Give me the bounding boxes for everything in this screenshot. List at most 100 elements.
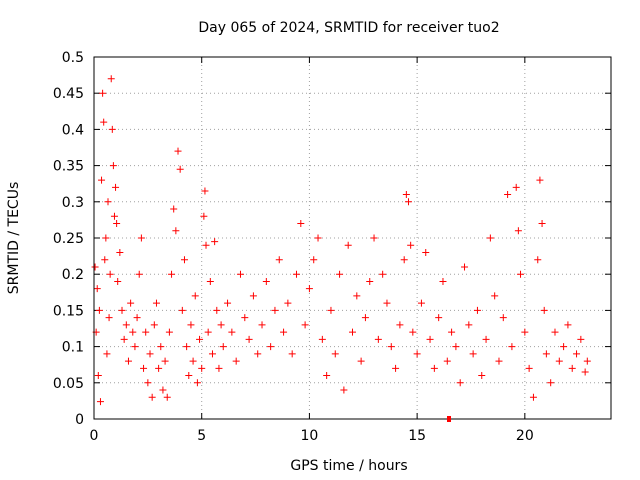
data-point bbox=[288, 350, 296, 358]
data-point bbox=[275, 256, 283, 264]
data-point bbox=[103, 350, 111, 358]
data-point bbox=[327, 306, 335, 314]
data-point bbox=[258, 321, 266, 329]
data-point bbox=[112, 183, 120, 191]
data-point bbox=[189, 357, 197, 365]
data-point bbox=[201, 187, 209, 195]
data-point bbox=[224, 299, 232, 307]
data-point bbox=[435, 314, 443, 322]
data-point bbox=[271, 306, 279, 314]
data-point bbox=[137, 234, 145, 242]
data-point bbox=[581, 368, 589, 376]
data-point bbox=[96, 398, 104, 406]
data-point bbox=[344, 241, 352, 249]
data-point bbox=[383, 299, 391, 307]
data-point bbox=[452, 343, 460, 351]
data-point bbox=[417, 299, 425, 307]
y-tick-label: 0.4 bbox=[62, 122, 84, 138]
data-point bbox=[486, 234, 494, 242]
data-point bbox=[116, 248, 124, 256]
data-point bbox=[254, 350, 262, 358]
x-tick-label: 5 bbox=[197, 428, 206, 444]
data-point bbox=[217, 321, 225, 329]
data-point bbox=[310, 256, 318, 264]
data-point bbox=[366, 277, 374, 285]
data-point bbox=[387, 343, 395, 351]
data-point bbox=[236, 270, 244, 278]
data-point bbox=[465, 321, 473, 329]
data-point bbox=[114, 277, 122, 285]
data-point bbox=[430, 364, 438, 372]
data-point bbox=[152, 299, 160, 307]
data-point bbox=[495, 357, 503, 365]
data-point bbox=[157, 343, 165, 351]
data-point bbox=[469, 350, 477, 358]
time-marker bbox=[447, 416, 451, 422]
data-point bbox=[249, 292, 257, 300]
data-point bbox=[473, 306, 481, 314]
data-point bbox=[583, 357, 591, 365]
data-point bbox=[241, 314, 249, 322]
data-point bbox=[478, 372, 486, 380]
data-point bbox=[525, 364, 533, 372]
y-tick-label: 0.5 bbox=[62, 50, 84, 66]
data-point bbox=[140, 364, 148, 372]
data-point bbox=[93, 285, 101, 293]
y-tick-label: 0.35 bbox=[53, 159, 84, 175]
data-point bbox=[547, 379, 555, 387]
data-point bbox=[135, 270, 143, 278]
data-point bbox=[196, 335, 204, 343]
data-point bbox=[508, 343, 516, 351]
data-point bbox=[560, 343, 568, 351]
data-point bbox=[267, 343, 275, 351]
data-point bbox=[357, 357, 365, 365]
data-point bbox=[349, 328, 356, 336]
data-point bbox=[512, 183, 520, 191]
data-point bbox=[108, 125, 116, 133]
data-point bbox=[529, 393, 537, 401]
data-point bbox=[534, 256, 542, 264]
y-axis-label: SRMTID / TECUs bbox=[6, 182, 22, 295]
data-point bbox=[499, 314, 507, 322]
data-point bbox=[178, 306, 186, 314]
data-point bbox=[297, 220, 305, 228]
plot-frame bbox=[93, 56, 612, 420]
data-point bbox=[336, 270, 344, 278]
data-point bbox=[555, 357, 563, 365]
data-point bbox=[101, 256, 109, 264]
data-point bbox=[301, 321, 309, 329]
data-point bbox=[568, 364, 576, 372]
axis-ticks: 0 0.05 0.1 0.15 0.2 0.25 0.3 0.35 0.4 0.45 0.5 0 5 10… bbox=[53, 50, 611, 444]
data-point bbox=[148, 393, 156, 401]
data-point bbox=[331, 350, 339, 358]
data-point bbox=[540, 306, 548, 314]
data-point bbox=[105, 314, 113, 322]
data-point bbox=[176, 165, 184, 173]
y-tick-label: 0.3 bbox=[62, 195, 84, 211]
data-point bbox=[482, 335, 490, 343]
data-point bbox=[439, 277, 447, 285]
x-axis-label: GPS time / hours bbox=[290, 458, 407, 474]
data-point bbox=[198, 364, 206, 372]
data-point bbox=[374, 335, 382, 343]
data-point bbox=[122, 321, 130, 329]
data-point bbox=[144, 379, 152, 387]
y-tick-label: 0.1 bbox=[62, 340, 84, 356]
data-point bbox=[113, 220, 121, 228]
data-point bbox=[370, 234, 378, 242]
data-point bbox=[187, 321, 195, 329]
data-point bbox=[361, 314, 369, 322]
data-point bbox=[262, 277, 270, 285]
data-point bbox=[120, 335, 128, 343]
data-point bbox=[305, 285, 313, 293]
x-tick-label: 20 bbox=[516, 428, 534, 444]
data-point bbox=[204, 328, 212, 336]
data-point bbox=[165, 328, 173, 336]
data-point bbox=[191, 292, 199, 300]
data-point bbox=[174, 147, 182, 155]
data-point bbox=[106, 270, 114, 278]
data-point bbox=[124, 357, 132, 365]
data-point bbox=[142, 328, 150, 336]
data-point bbox=[245, 335, 253, 343]
